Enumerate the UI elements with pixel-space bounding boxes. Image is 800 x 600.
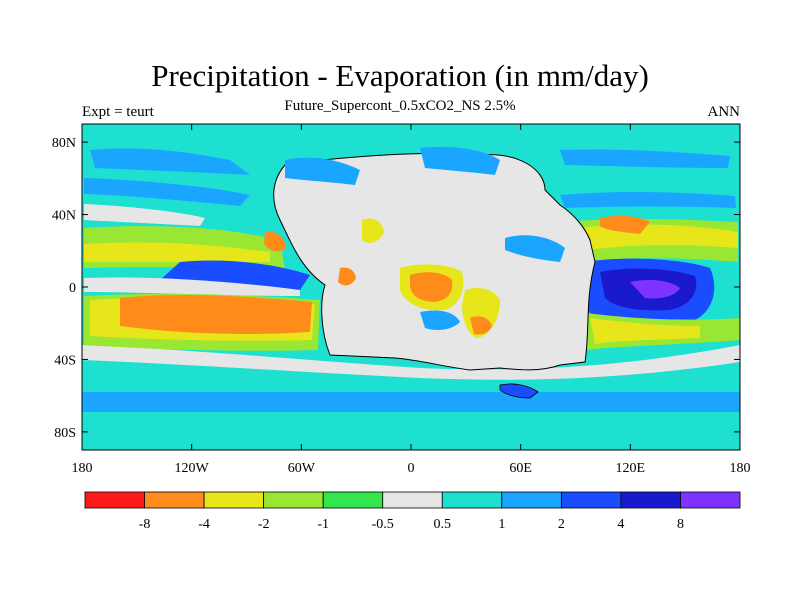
nw-coast-orange-spot bbox=[264, 231, 286, 252]
colorbar-swatch bbox=[322, 491, 384, 509]
lon-tick-label: 60E bbox=[509, 461, 532, 476]
north-land-wet-patch-2 bbox=[420, 146, 500, 175]
lon-tick-label: 180 bbox=[730, 461, 751, 476]
colorbar-swatch bbox=[680, 491, 741, 509]
north-land-wet-patch bbox=[285, 157, 360, 185]
west-coast-yellow-spot bbox=[362, 218, 384, 243]
northeast-wet-band bbox=[560, 149, 730, 168]
equatorial-dry-strip bbox=[84, 277, 300, 296]
ne-orange-patch bbox=[600, 215, 650, 234]
north-pacific-band-2 bbox=[84, 178, 250, 206]
colorbar-label: 8 bbox=[677, 517, 684, 532]
colorbar-label: 0.5 bbox=[434, 517, 452, 532]
interior-dry-core bbox=[410, 272, 453, 302]
south-island bbox=[499, 383, 539, 399]
colorbar-swatch bbox=[144, 491, 205, 509]
south-pacific-orange bbox=[120, 295, 312, 334]
lon-tick-label: 0 bbox=[408, 461, 415, 476]
subtropical-north-yellow bbox=[84, 242, 270, 262]
experiment-label: Expt = teurt bbox=[82, 104, 154, 120]
southern-ocean-band bbox=[82, 392, 740, 412]
season-label: ANN bbox=[707, 104, 741, 120]
plot-title: Precipitation - Evaporation (in mm/day) bbox=[151, 58, 649, 93]
colorbar-swatch bbox=[620, 491, 681, 509]
lon-tick-label: 180 bbox=[72, 461, 93, 476]
colorbar-swatch bbox=[382, 491, 443, 509]
lon-tick-label: 120W bbox=[175, 461, 210, 476]
axis-layer: 80N 40N 0 40S 80S 180 120W 60W 0 60E 120E 180 bbox=[52, 124, 751, 476]
northeast-wet-band-2 bbox=[560, 192, 736, 208]
colorbar-swatch bbox=[441, 491, 503, 509]
west-coast-orange-spot bbox=[338, 267, 356, 286]
colorbar-swatch bbox=[203, 491, 265, 509]
east-land-wet-patch bbox=[505, 235, 565, 262]
field-layer bbox=[82, 124, 740, 450]
colorbar-label: -1 bbox=[317, 517, 329, 532]
plot-subtitle: Future_Supercont_0.5xCO2_NS 2.5% bbox=[284, 98, 516, 114]
se-ocean-yellow bbox=[590, 318, 700, 344]
lat-tick-label: 40S bbox=[54, 353, 76, 368]
colorbar-label: -8 bbox=[139, 517, 151, 532]
colorbar-label: -0.5 bbox=[372, 517, 394, 532]
colorbar-label: 2 bbox=[558, 517, 565, 532]
colorbar-swatch bbox=[501, 491, 562, 509]
colorbar-label: -2 bbox=[258, 517, 270, 532]
south-land-wet-patch bbox=[420, 310, 460, 330]
colorbar-label: 1 bbox=[498, 517, 505, 532]
interior-orange-spot bbox=[470, 316, 492, 335]
lon-tick-label: 120E bbox=[616, 461, 646, 476]
colorbar-swatch bbox=[84, 491, 145, 509]
colorbar-label: -4 bbox=[198, 517, 210, 532]
colorbar: -8 -4 -2 -1 -0.5 0.5 1 2 4 8 bbox=[84, 491, 741, 532]
east-ocean-wet-peak bbox=[630, 280, 680, 299]
north-pacific-wet-band bbox=[90, 148, 250, 175]
north-pacific-dry-band bbox=[84, 204, 205, 226]
lat-tick-label: 0 bbox=[69, 281, 76, 296]
lon-tick-label: 60W bbox=[288, 461, 316, 476]
colorbar-swatch bbox=[560, 491, 622, 509]
dry-band-south bbox=[82, 345, 740, 380]
lat-tick-label: 80S bbox=[54, 426, 76, 441]
colorbar-swatch bbox=[263, 491, 324, 509]
colorbar-label: 4 bbox=[617, 517, 624, 532]
lat-tick-label: 80N bbox=[52, 136, 76, 151]
lat-tick-label: 40N bbox=[52, 209, 76, 224]
